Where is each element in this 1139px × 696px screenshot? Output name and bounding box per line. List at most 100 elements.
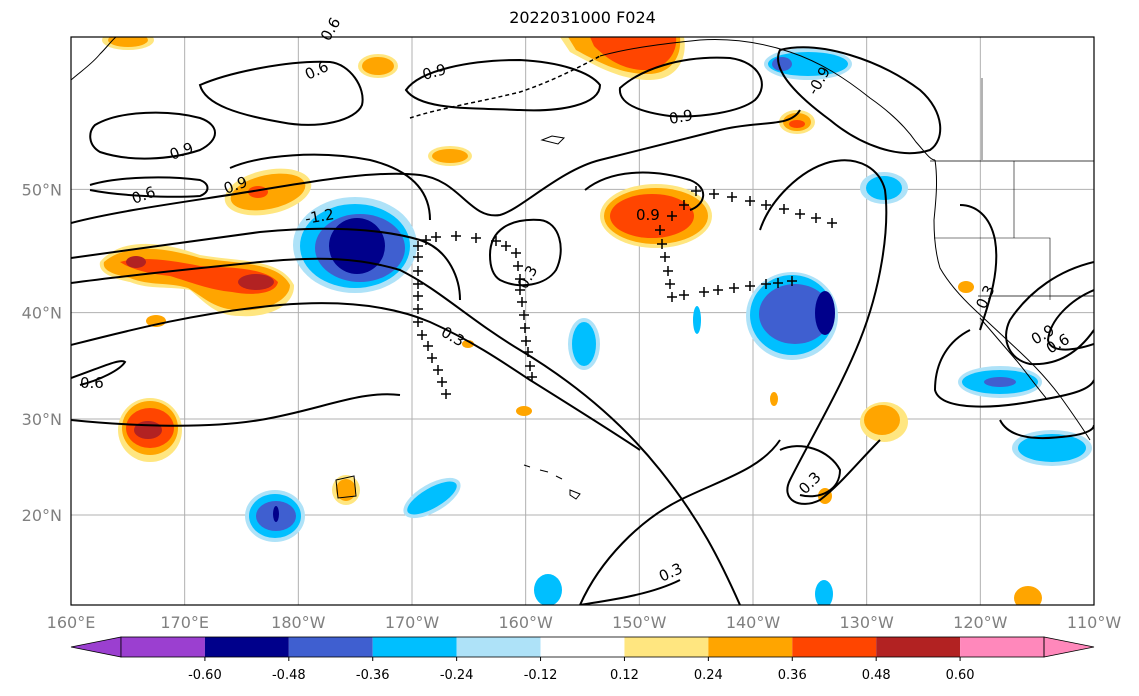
contour-line	[71, 360, 127, 386]
contour-line	[759, 159, 888, 505]
colorbar-segment	[708, 637, 793, 657]
contour-line	[404, 58, 602, 112]
colorbar-segment	[876, 637, 961, 657]
colorbar-tick-label: -0.36	[356, 668, 390, 683]
track-marker	[699, 287, 709, 297]
positive-anomaly-patch	[864, 405, 900, 435]
colorbar	[70, 636, 1095, 658]
negative-anomaly-patch	[329, 218, 385, 274]
colorbar-tick-label: 0.24	[694, 668, 723, 683]
track-marker	[413, 317, 423, 327]
colorbar-segment	[540, 637, 625, 657]
contour-line	[71, 257, 741, 605]
track-marker	[413, 266, 423, 276]
track-marker	[727, 192, 737, 202]
hawaii-islands	[523, 464, 581, 500]
contour-line	[71, 393, 401, 427]
colorbar-tick-label: 0.60	[946, 668, 975, 683]
track-marker	[521, 336, 531, 346]
contour-line	[488, 218, 562, 287]
colorbar-tick-label: -0.48	[272, 668, 306, 683]
positive-anomaly-patch	[336, 479, 356, 501]
track-marker	[827, 218, 837, 228]
track-marker	[773, 278, 783, 288]
track-marker	[431, 232, 441, 242]
negative-anomaly-patch	[768, 52, 848, 76]
positive-anomaly-patch	[108, 37, 148, 47]
contour-label: 0.9	[668, 106, 695, 128]
track-marker	[515, 274, 525, 284]
track-marker	[437, 377, 447, 387]
track-marker	[527, 372, 537, 382]
colorbar-segment	[624, 637, 709, 657]
latitude-tick-label: 50°N	[22, 180, 62, 199]
positive-anomaly-patch	[516, 406, 532, 416]
track-marker	[709, 189, 719, 199]
positive-anomaly-patch	[610, 194, 694, 238]
track-marker	[421, 235, 431, 245]
track-marker	[517, 297, 527, 307]
track-marker	[520, 323, 530, 333]
track-marker	[523, 347, 533, 357]
positive-anomaly-patch	[789, 120, 805, 128]
longitude-tick-labels: 160°E 170°E 180°W 170°W 160°W 150°W 140°W 130°W…	[47, 613, 1122, 632]
colorbar-tick-label: -0.12	[524, 668, 558, 683]
colorbar-tick-label: -0.60	[188, 668, 222, 683]
track-marker	[525, 361, 535, 371]
longitude-tick-label: 110°W	[1067, 613, 1122, 632]
contour-line	[229, 153, 431, 221]
track-marker	[511, 248, 521, 258]
track-marker	[513, 261, 523, 271]
track-marker	[713, 285, 723, 295]
track-marker	[679, 200, 689, 210]
track-marker	[441, 389, 451, 399]
colorbar-segment	[204, 637, 289, 657]
map-title: 2022031000 F024	[509, 8, 656, 27]
contour-line	[89, 111, 216, 160]
latitude-tick-label: 20°N	[22, 506, 62, 525]
colorbar-segment	[960, 637, 1044, 657]
aleutian-islands	[409, 55, 601, 119]
colorbar-outline	[120, 636, 1045, 658]
track-marker	[779, 204, 789, 214]
track-marker	[413, 279, 423, 289]
negative-anomaly-patch	[693, 306, 701, 334]
positive-anomaly-patch	[126, 256, 146, 268]
contour-line	[579, 579, 681, 605]
track-marker	[691, 186, 701, 196]
colorbar-segment	[288, 637, 373, 657]
longitude-tick-label: 120°W	[953, 613, 1008, 632]
track-marker	[451, 231, 461, 241]
contour-line	[1005, 261, 1094, 366]
negative-anomaly-patch	[1018, 434, 1086, 462]
longitude-tick-label: 170°E	[160, 613, 209, 632]
positive-anomaly-patch	[362, 57, 394, 75]
track-marker	[427, 353, 437, 363]
latitude-tick-labels: 20°N 30°N 40°N 50°N	[22, 180, 62, 525]
negative-anomaly-patch	[759, 284, 831, 344]
positive-anomaly-patch	[770, 392, 778, 406]
contour-label: 0.9	[420, 60, 448, 84]
positive-anomaly-patch	[134, 421, 162, 439]
contour-line	[618, 56, 763, 118]
negative-anomaly-patch	[772, 57, 792, 71]
track-marker	[417, 330, 427, 340]
track-marker	[787, 276, 797, 286]
longitude-tick-label: 170°W	[385, 613, 440, 632]
contour-label: 0.9	[636, 206, 660, 224]
contour-lines	[71, 46, 1094, 605]
longitude-tick-label: 160°E	[47, 613, 96, 632]
colorbar-segment	[372, 637, 457, 657]
longitude-tick-label: 130°W	[839, 613, 894, 632]
contour-line	[89, 176, 209, 198]
track-marker	[667, 211, 677, 221]
negative-anomaly-patch	[273, 506, 279, 522]
colorbar-tick-label: 0.12	[610, 668, 639, 683]
track-marker	[795, 209, 805, 219]
positive-anomaly-patch	[958, 281, 974, 293]
contour-label: 0.6	[80, 374, 104, 392]
colorbar-tick-label: 0.36	[778, 668, 807, 683]
track-marker	[413, 291, 423, 301]
negative-anomaly-patch	[984, 377, 1016, 387]
